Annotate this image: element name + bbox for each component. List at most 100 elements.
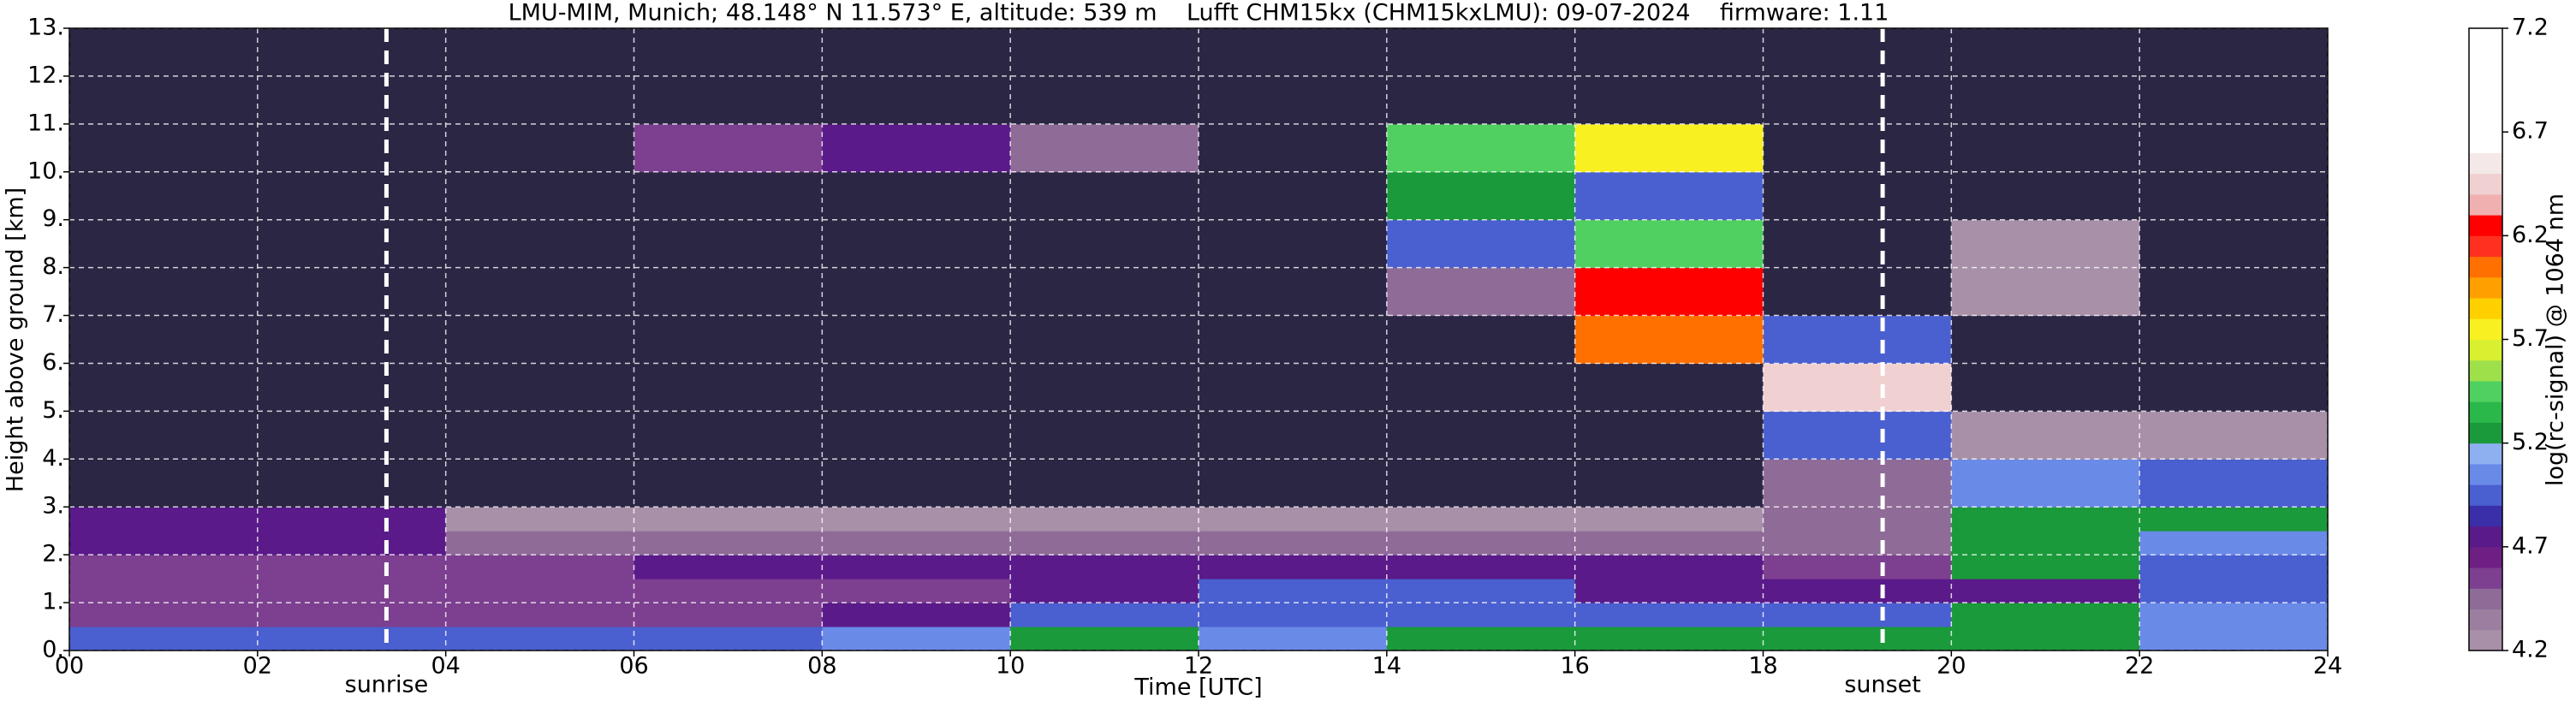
heatmap-cell	[822, 459, 1011, 508]
heatmap-cell	[1763, 579, 1952, 603]
heatmap-cell	[634, 507, 823, 532]
colorbar-swatch	[2469, 588, 2502, 610]
heatmap-cell	[822, 171, 1011, 221]
colorbar-tick-label: 5.7	[2512, 325, 2549, 352]
heatmap-cell	[1951, 267, 2140, 317]
x-axis-label: Time [UTC]	[1133, 674, 1262, 701]
heatmap-cell	[1763, 459, 1952, 508]
chart-title: LMU-MIM, Munich; 48.148° N 11.573° E, al…	[509, 0, 1889, 27]
heatmap-cell	[69, 123, 259, 173]
colorbar-swatch	[2469, 567, 2502, 589]
x-tick-label: 14	[1372, 653, 1401, 680]
colorbar-swatch	[2469, 484, 2502, 506]
heatmap-cell	[1386, 627, 1576, 651]
heatmap-cell	[257, 555, 447, 579]
colorbar-tick-label: 6.2	[2512, 222, 2549, 248]
heatmap-cell	[445, 219, 634, 269]
heatmap-cell	[634, 267, 823, 317]
y-tick-label: 2.	[42, 541, 64, 567]
colorbar-swatch	[2469, 69, 2502, 92]
heatmap-cell	[1951, 315, 2140, 364]
y-tick-label: 9.	[42, 205, 64, 232]
heatmap-cell	[1574, 171, 1764, 221]
heatmap-cell	[1199, 28, 1388, 77]
heatmap-cell	[1574, 507, 1764, 532]
heatmap-cell	[1010, 627, 1199, 651]
y-axis-label: Height above ground [km]	[3, 187, 29, 492]
heatmap-cell	[445, 459, 634, 508]
colorbar-swatch	[2469, 256, 2502, 278]
heatmap-cell	[1763, 171, 1952, 221]
x-tick-label: 16	[1560, 653, 1589, 680]
heatmap-cell	[69, 579, 259, 603]
heatmap-cell	[1199, 627, 1388, 651]
heatmap-cell	[69, 75, 259, 125]
heatmap-cell	[69, 315, 259, 364]
x-tick-label: 22	[2125, 653, 2154, 680]
x-tick-label: 04	[431, 653, 460, 680]
heatmap-cell	[1199, 75, 1388, 125]
x-tick-label: 06	[619, 653, 648, 680]
heatmap-cell	[69, 219, 259, 269]
heatmap-cell	[445, 531, 634, 556]
colorbar-swatch	[2469, 90, 2502, 112]
heatmap-cell	[634, 219, 823, 269]
colorbar-swatch	[2469, 28, 2502, 50]
heatmap-cell	[257, 363, 447, 412]
heatmap-cell	[1763, 123, 1952, 173]
y-tick-label: 12.	[27, 62, 64, 88]
colorbar-swatch	[2469, 110, 2502, 133]
heatmap-cell	[634, 579, 823, 603]
heatmap-cell	[1199, 507, 1388, 532]
heatmap-cell	[1010, 28, 1199, 77]
heatmap-cell	[634, 627, 823, 651]
y-tick-label: 13.	[27, 15, 64, 41]
y-tick-label: 4.	[42, 445, 64, 472]
colorbar-swatch	[2469, 49, 2502, 70]
x-tick-label: 12	[1184, 653, 1213, 680]
heatmap-cell	[69, 363, 259, 412]
heatmap-cell	[2139, 315, 2329, 364]
heatmap-cell	[1763, 627, 1952, 651]
heatmap-cell	[1574, 459, 1764, 508]
heatmap-cell	[1574, 579, 1764, 603]
colorbar-label: log(rc-signal) @ 1064 nm	[2543, 193, 2569, 486]
colorbar-swatch	[2469, 629, 2502, 651]
colorbar-swatch	[2469, 422, 2502, 444]
heatmap-cell	[1763, 75, 1952, 125]
heatmap-cell	[445, 123, 634, 173]
heatmap-cell	[1010, 75, 1199, 125]
heatmap-cell	[1199, 411, 1388, 460]
heatmap-cell	[2139, 219, 2329, 269]
heatmap-cell	[1010, 315, 1199, 364]
heatmap-cell	[69, 267, 259, 317]
colorbar-swatch	[2469, 609, 2502, 631]
heatmap-cell	[1199, 315, 1388, 364]
heatmap-cell	[1951, 171, 2140, 221]
x-tick-label: 20	[1936, 653, 1966, 680]
heatmap-cell	[1951, 411, 2140, 460]
heatmap-cell	[1763, 28, 1952, 77]
heatmap-cell	[1010, 603, 1199, 627]
y-tick-label: 0.	[42, 637, 64, 663]
colorbar-tick-label: 7.2	[2512, 15, 2549, 41]
heatmap-cell	[1763, 555, 1952, 579]
colorbar-swatch	[2469, 173, 2502, 195]
heatmap-cell	[257, 315, 447, 364]
heatmap-cell	[1951, 603, 2140, 627]
y-tick-label: 3.	[42, 493, 64, 520]
heatmap-cell	[634, 411, 823, 460]
heatmap-cell	[1010, 219, 1199, 269]
heatmap-cell	[69, 171, 259, 221]
heatmap-cell	[1386, 171, 1576, 221]
heatmap-cell	[2139, 123, 2329, 173]
annotation-label: sunrise	[345, 672, 429, 698]
heatmap-cell	[445, 363, 634, 412]
colorbar-swatch	[2469, 235, 2502, 258]
heatmap-cell	[2139, 363, 2329, 412]
heatmap-cell	[1763, 507, 1952, 532]
colorbar-tick-label: 5.2	[2512, 429, 2549, 455]
heatmap-cell	[634, 603, 823, 627]
heatmap-cell	[1010, 267, 1199, 317]
heatmap-cell	[822, 363, 1011, 412]
